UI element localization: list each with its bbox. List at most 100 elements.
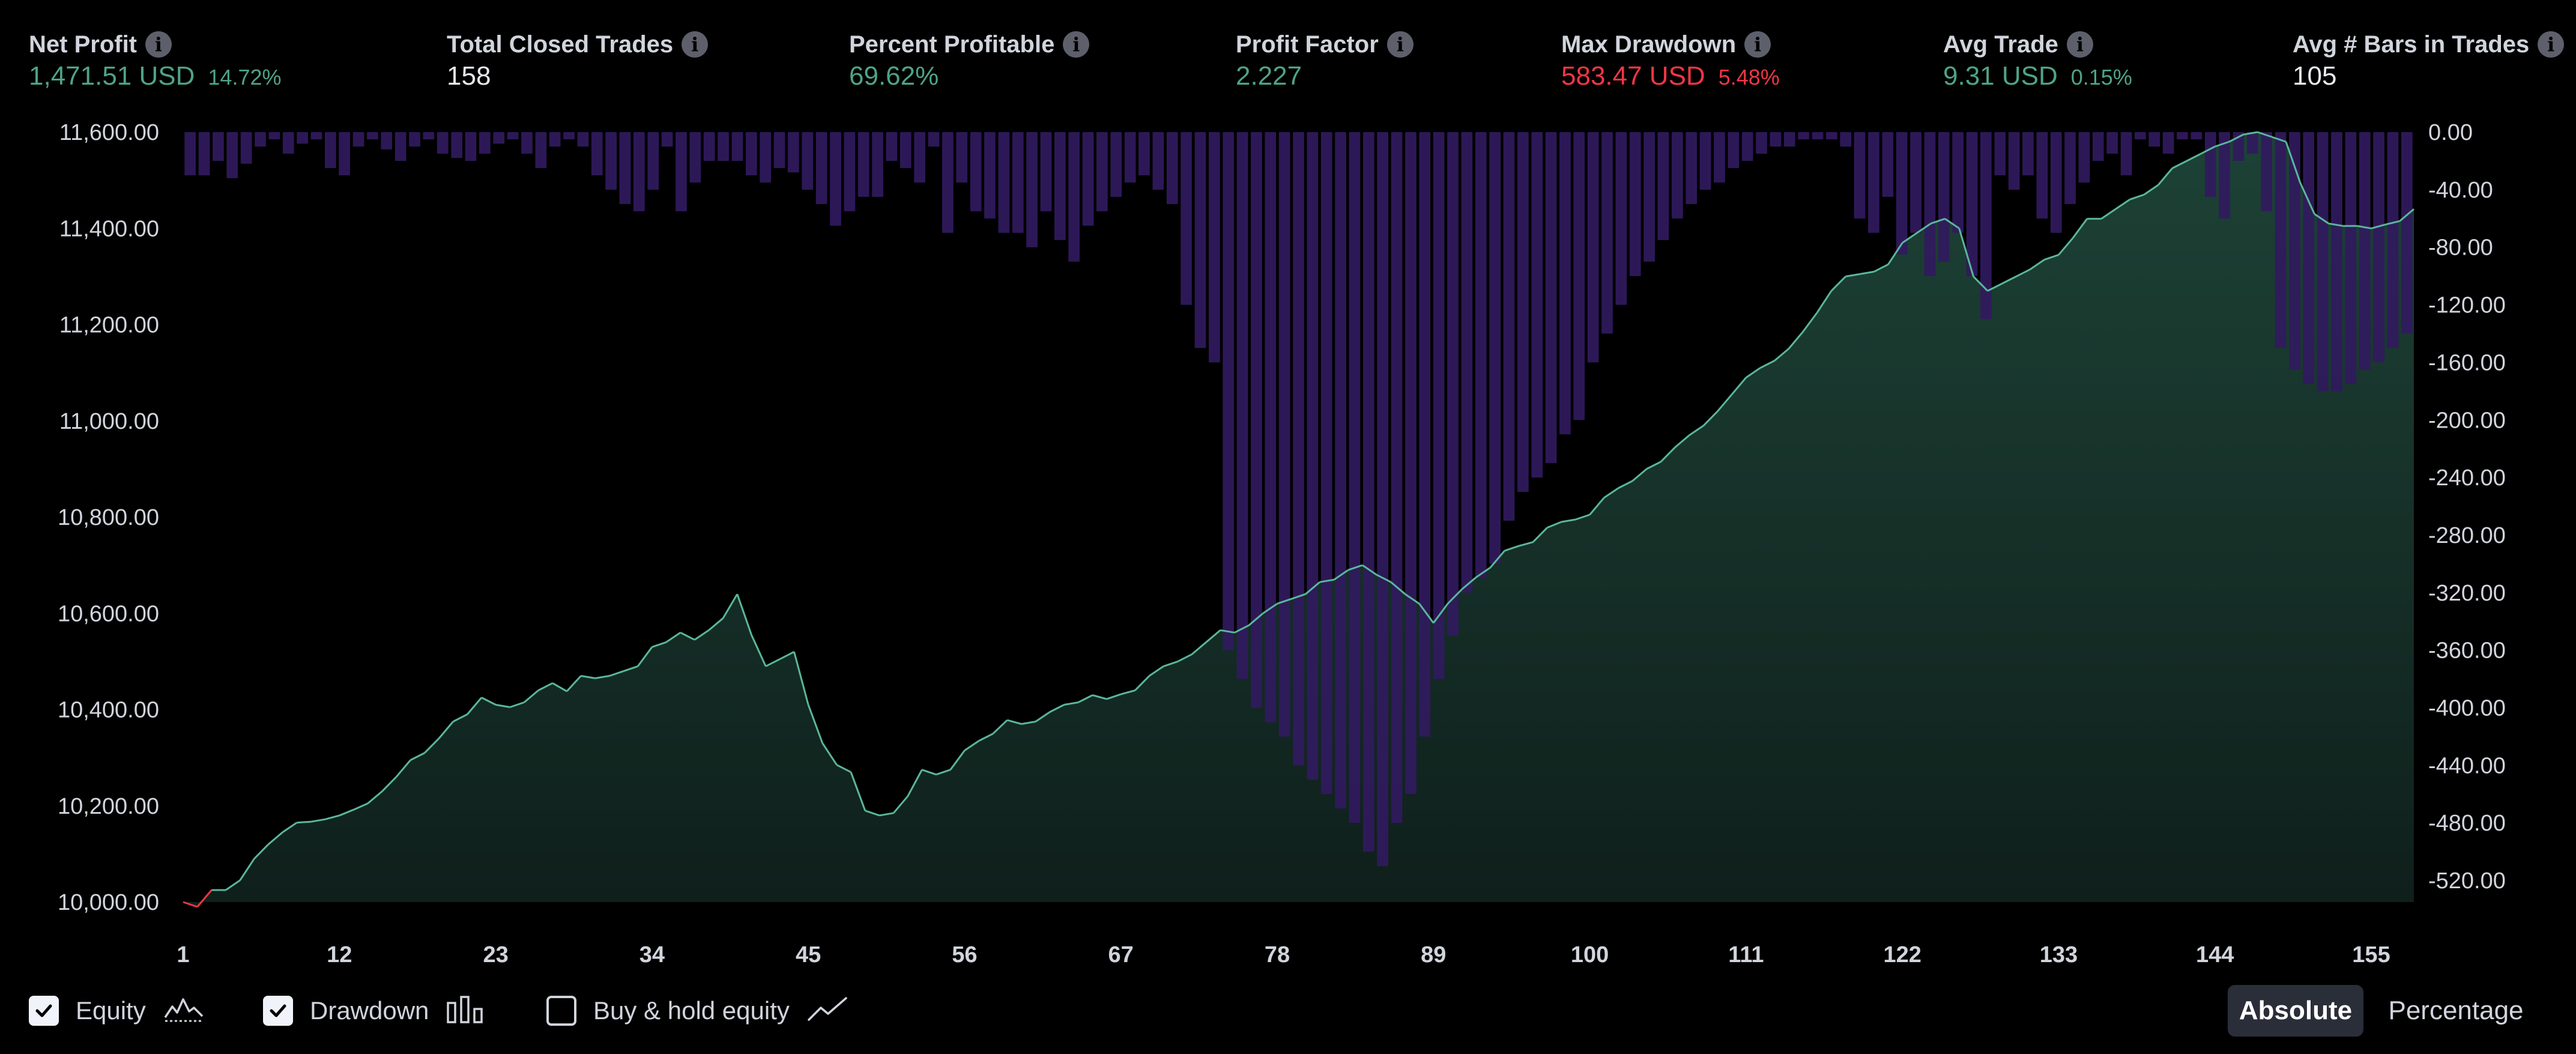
drawdown-bar [451,132,462,159]
left-axis-tick-label: 10,800.00 [58,505,159,530]
x-axis-tick-label: 34 [639,942,665,968]
equity-line-segment [1845,273,1860,277]
drawdown-bar [437,132,449,154]
equity-line-segment [992,719,1008,734]
info-icon[interactable]: i [2538,31,2565,58]
legend-equity-toggle[interactable]: Equity [29,991,205,1031]
equity-line-segment [1930,217,1946,225]
drawdown-bar [1054,132,1066,240]
info-icon[interactable]: i [145,31,172,58]
equity-line-segment [850,772,866,811]
drawdown-bar [703,132,715,161]
equity-line-segment [1475,566,1491,578]
checkbox-checked-icon[interactable] [263,996,293,1026]
equity-line-segment [523,689,539,703]
drawdown-bar [1363,132,1374,852]
x-axis-tick-label: 1 [177,942,189,968]
drawdown-bar [1503,132,1515,521]
x-axis-tick-label: 45 [796,942,821,968]
absolute-mode-button[interactable]: Absolute [2228,985,2363,1037]
drawdown-bar [1391,132,1403,823]
equity-line-segment [1191,641,1207,655]
equity-line-segment [1646,461,1661,470]
legend-drawdown-toggle[interactable]: Drawdown [263,991,484,1031]
equity-line-segment [708,617,724,631]
equity-drawdown-chart[interactable]: 10,000.00 10,200.00 10,400.00 10,600.00 10,8… [0,102,2576,985]
equity-line-segment [2271,136,2287,143]
drawdown-bar [1629,132,1641,276]
drawdown-bar [493,132,505,144]
drawdown-bar [1699,132,1711,190]
equity-line-segment [1717,393,1733,412]
legend-buy-hold-label: Buy & hold equity [593,996,790,1025]
info-icon[interactable]: i [1063,31,1090,58]
equity-line-segment [1333,569,1349,581]
drawdown-bar [1194,132,1206,348]
drawdown-bar [830,132,841,226]
drawdown-bar [1489,132,1501,564]
drawdown-bar [2148,132,2160,147]
drawdown-bar [1293,132,1304,766]
drawdown-bar [310,132,322,139]
drawdown-bar [198,132,210,175]
equity-line-segment [1702,410,1719,426]
drawdown-bar [1475,132,1487,578]
drawdown-bar [1573,132,1585,420]
info-icon[interactable]: i [1386,31,1413,58]
info-icon[interactable]: i [682,31,709,58]
drawdown-bar [2247,132,2258,154]
drawdown-bar [2275,132,2287,348]
drawdown-bar [1882,132,1894,197]
equity-line-segment [779,650,795,660]
legend-buy-hold-toggle[interactable]: Buy & hold equity [546,991,848,1031]
info-icon[interactable]: i [2066,31,2093,58]
equity-line-segment [1163,660,1178,667]
equity-line-segment [2385,220,2400,226]
equity-line-segment [581,674,596,679]
equity-line-segment [2299,182,2315,214]
drawdown-bar [521,132,533,154]
drawdown-bar [1082,132,1094,226]
equity-line-segment [325,814,340,820]
equity-line-segment [680,631,695,641]
equity-line-segment [978,733,994,742]
drawdown-bar [2331,132,2342,392]
equity-line-segment [268,831,283,845]
info-icon[interactable]: i [1744,31,1771,58]
checkbox-unchecked-icon[interactable] [546,996,576,1026]
right-axis-tick-label: -200.00 [2428,408,2506,433]
drawdown-bar [479,132,491,154]
stat-value: 9.31 USD [1943,61,2058,91]
equity-line-segment [1461,577,1477,590]
drawdown-bar [760,132,771,183]
equity-line-segment [1788,331,1804,350]
percentage-mode-button[interactable]: Percentage [2388,996,2524,1025]
equity-line-segment [765,658,781,667]
equity-line-segment [892,795,909,814]
stat-value: 69.62% [849,61,939,91]
equity-line-segment [2001,276,2017,285]
drawdown-bar [184,132,196,175]
drawdown-bar [255,132,266,147]
equity-line-segment [1660,446,1676,462]
equity-line-segment [879,812,894,817]
x-axis-tick-label: 56 [952,942,977,968]
stat-percent-profitable: Percent Profitable i 69.62% [849,28,1090,95]
equity-line-segment [1746,367,1761,378]
equity-line-segment [1532,527,1548,543]
equity-line-segment [1234,624,1250,634]
drawdown-bar [1012,132,1024,233]
equity-line-segment [949,750,966,771]
stat-subvalue: 14.72% [208,65,282,89]
equity-line-segment [1177,653,1193,662]
checkbox-checked-icon[interactable] [29,996,59,1026]
drawdown-bar [1110,132,1122,197]
equity-line-segment [836,764,851,774]
x-axis-tick-label: 122 [1883,942,1921,968]
drawdown-bar [2204,132,2216,197]
equity-line-segment [2100,208,2116,220]
drawdown-bar [2289,132,2300,370]
drawdown-bar [619,132,631,204]
stat-value: 583.47 USD [1561,61,1705,91]
equity-line-segment [395,759,411,778]
